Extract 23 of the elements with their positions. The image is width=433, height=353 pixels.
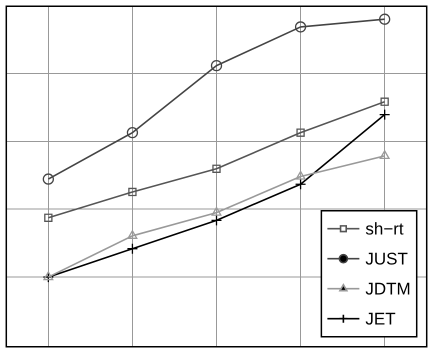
point: [380, 150, 390, 160]
point: [212, 206, 222, 216]
point: [210, 60, 222, 72]
legend-label: sh−rt: [365, 219, 404, 238]
point: [44, 214, 53, 222]
point: [296, 128, 305, 137]
point: [294, 21, 306, 33]
legend-label: JUST: [365, 249, 408, 268]
point: [42, 173, 54, 185]
point: [127, 230, 138, 239]
point: [380, 98, 389, 106]
point: [126, 243, 138, 254]
point: [294, 178, 306, 190]
point: [128, 188, 137, 196]
point: [126, 127, 138, 138]
legend-label: JET: [365, 309, 396, 328]
point: [212, 164, 221, 173]
point: [43, 271, 54, 280]
point: [210, 214, 222, 226]
point: [379, 14, 390, 25]
point: [296, 170, 306, 180]
point: [379, 108, 390, 120]
legend-label: JDTM: [365, 279, 411, 298]
